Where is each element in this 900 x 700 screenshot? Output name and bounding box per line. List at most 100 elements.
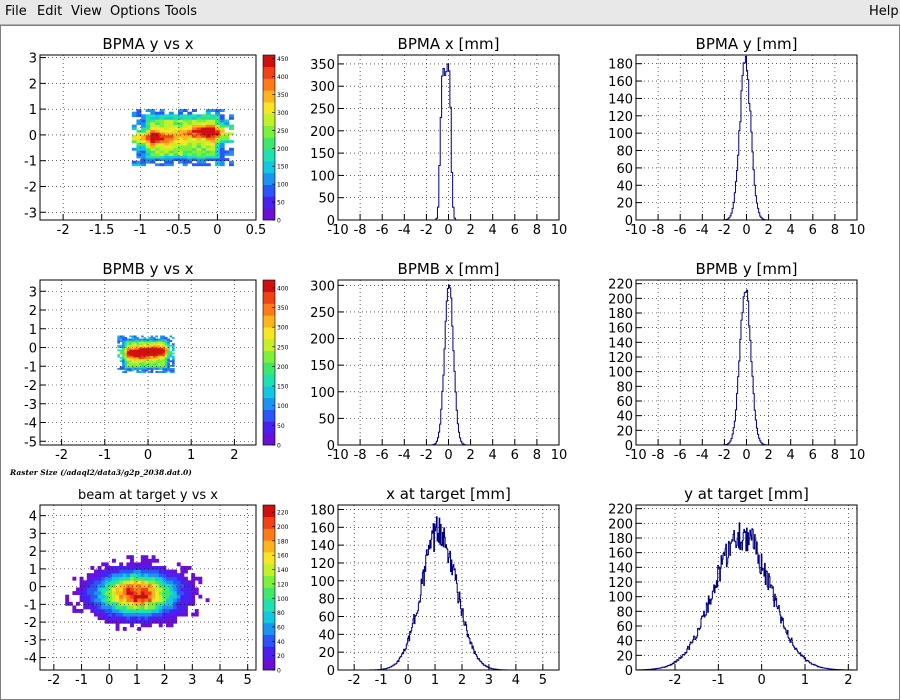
density-cell — [144, 616, 149, 621]
menu-tools[interactable]: Tools — [165, 4, 198, 19]
density-cell — [151, 601, 156, 606]
density-cell — [219, 116, 225, 120]
density-cell — [168, 158, 174, 162]
density-cell — [86, 583, 91, 588]
density-cell — [115, 583, 120, 588]
density-cell — [101, 587, 106, 592]
density-cell — [150, 134, 156, 138]
density-cell — [115, 616, 120, 621]
density-cell — [140, 569, 145, 574]
density-cell — [148, 355, 151, 358]
density-cell — [148, 576, 152, 581]
plot-title: y at target [mm] — [684, 485, 809, 503]
y-tick-label: 160 — [310, 521, 335, 536]
menu-file[interactable]: File — [5, 4, 27, 19]
density-cell — [151, 605, 156, 610]
density-cell — [119, 349, 123, 352]
density-cell — [160, 371, 163, 373]
density-cell — [143, 344, 147, 347]
density-cell — [152, 337, 156, 339]
color-bar-segment — [263, 433, 275, 446]
density-cell — [152, 357, 156, 360]
density-cell — [169, 354, 173, 356]
density-cell — [131, 364, 135, 367]
y-tick-label: 60 — [616, 162, 633, 177]
density-cell — [157, 360, 161, 363]
color-bar-label: 100 — [277, 182, 289, 189]
density-cell — [126, 343, 130, 346]
density-cell — [210, 116, 216, 120]
density-cell — [131, 160, 137, 164]
density-cell — [141, 132, 146, 136]
density-cell — [112, 580, 116, 585]
density-cell — [97, 605, 102, 610]
x-tick-label: 0 — [213, 223, 221, 238]
density-cell — [137, 626, 142, 631]
x-tick-label: 1 — [801, 673, 809, 688]
density-cell — [173, 569, 178, 574]
density-cell — [159, 122, 165, 125]
density-cell — [164, 160, 170, 164]
density-cell — [129, 352, 132, 355]
density-cell — [122, 347, 125, 350]
density-cells — [117, 335, 175, 373]
density-cell — [131, 337, 135, 339]
density-cell — [133, 346, 137, 349]
density-cell — [101, 583, 106, 588]
density-cell — [129, 354, 132, 356]
density-cell — [122, 591, 127, 595]
density-cell — [168, 147, 174, 151]
x-tick-label: -1.5 — [89, 223, 114, 238]
density-cell — [162, 347, 166, 350]
density-cell — [162, 367, 166, 370]
density-cell — [171, 367, 175, 370]
density-cell — [171, 369, 175, 372]
density-cell — [155, 605, 160, 610]
density-cell — [162, 616, 167, 621]
density-cell — [154, 137, 160, 141]
density-cell — [187, 580, 192, 585]
density-cell — [115, 612, 120, 617]
density-cell — [148, 366, 151, 369]
density-cell — [169, 601, 174, 606]
density-cell — [140, 562, 145, 567]
density-cell — [187, 116, 193, 120]
density-cell — [155, 361, 159, 364]
density-cell — [104, 601, 109, 606]
density-cell — [126, 580, 131, 585]
density-cell — [115, 623, 120, 628]
density-cell — [187, 122, 193, 125]
menu-help[interactable]: Help — [869, 4, 899, 19]
density-cell — [178, 147, 184, 151]
density-cell — [150, 127, 156, 131]
density-cell — [155, 587, 160, 592]
density-cell — [210, 127, 216, 131]
density-cell — [117, 337, 121, 339]
density-cell — [140, 609, 145, 613]
density-cell — [187, 158, 193, 162]
density-cell — [215, 109, 221, 113]
density-cell — [162, 609, 167, 613]
density-cell — [150, 346, 154, 349]
color-bar-label: 160 — [277, 553, 289, 560]
density-cell — [167, 366, 170, 369]
menu-view[interactable]: View — [71, 4, 102, 19]
density-cell — [191, 109, 197, 113]
y-tick-label: -2 — [24, 180, 37, 195]
density-cell — [140, 565, 145, 570]
menu-options[interactable]: Options — [110, 4, 161, 19]
density-cell — [162, 344, 166, 347]
density-cell — [173, 134, 179, 138]
density-cell — [145, 367, 149, 370]
density-cell — [224, 124, 230, 128]
density-cell — [182, 127, 188, 131]
density-cell — [219, 122, 225, 125]
density-cell — [145, 358, 149, 361]
density-cell — [166, 580, 170, 585]
density-cell — [133, 364, 137, 367]
density-cell — [131, 114, 137, 118]
density-cell — [129, 360, 132, 363]
density-cell — [178, 160, 184, 164]
menu-edit[interactable]: Edit — [37, 4, 63, 19]
